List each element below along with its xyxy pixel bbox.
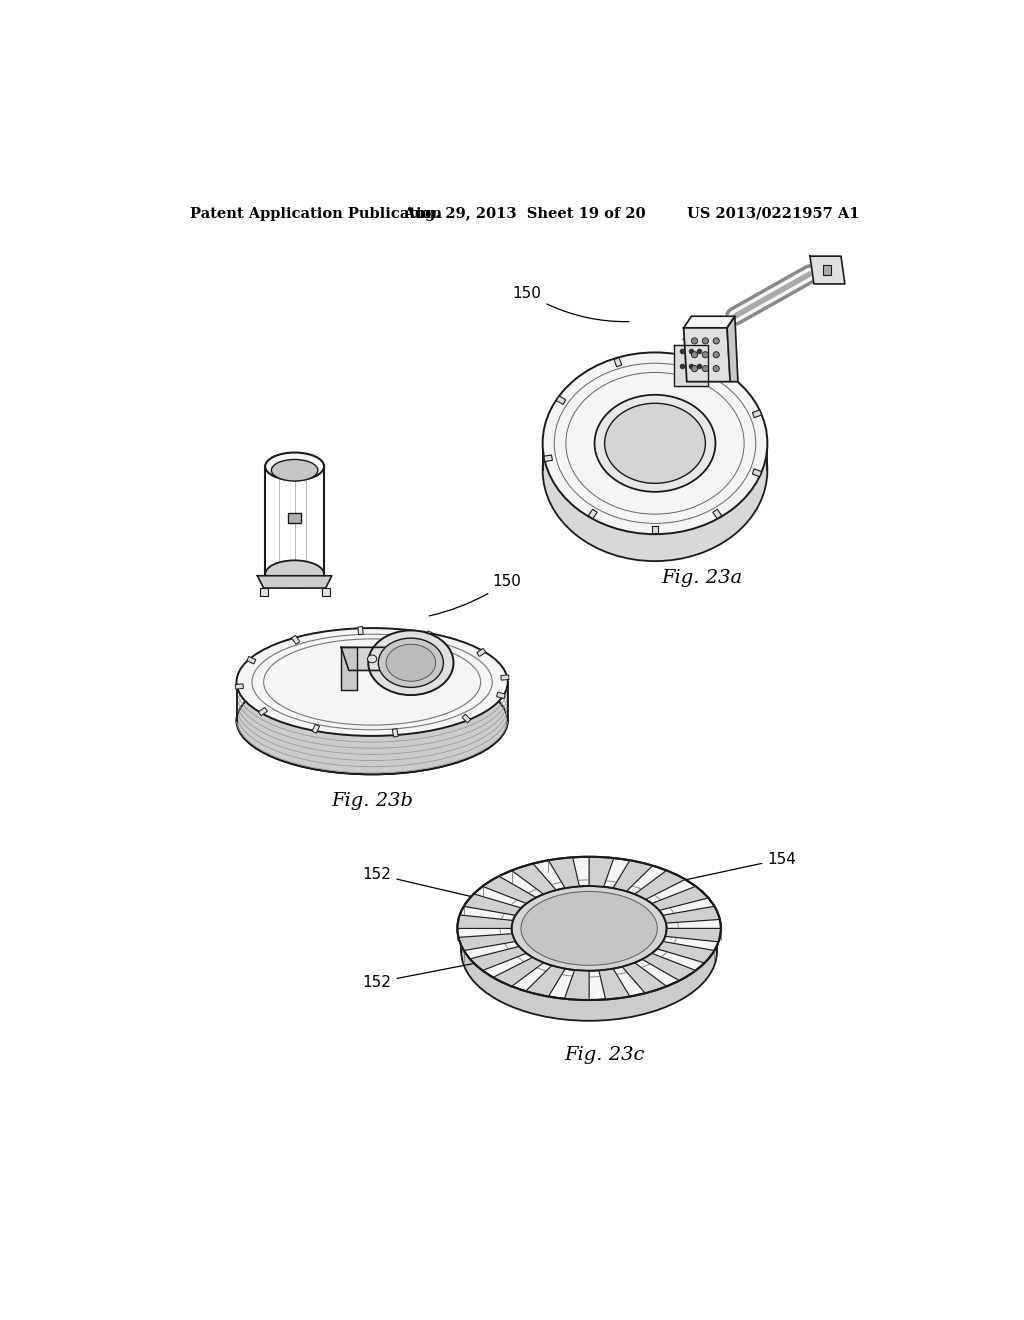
Polygon shape [657,941,715,962]
Bar [258,708,267,715]
Bar [289,512,301,523]
Bar [823,265,830,275]
Bar [753,469,762,477]
Bar [556,396,565,404]
Bar [392,729,398,737]
Polygon shape [341,647,356,689]
Polygon shape [675,345,708,385]
Ellipse shape [702,366,709,372]
Polygon shape [635,870,685,899]
Ellipse shape [595,422,716,519]
Polygon shape [494,957,544,986]
Bar [705,364,714,374]
Ellipse shape [543,352,767,535]
Bar [544,455,552,462]
Polygon shape [589,857,613,887]
Polygon shape [652,886,709,911]
Polygon shape [599,969,630,999]
Ellipse shape [461,882,717,1020]
Polygon shape [623,962,667,993]
Ellipse shape [265,560,324,589]
Text: Patent Application Publication: Patent Application Publication [190,207,442,220]
Text: 152: 152 [362,958,501,990]
Polygon shape [810,256,845,284]
Text: US 2013/0221957 A1: US 2013/0221957 A1 [687,207,859,220]
Bar [236,684,244,689]
Bar [462,714,471,723]
Bar [589,510,597,519]
Polygon shape [666,928,721,941]
Bar [292,635,300,644]
Text: Fig. 23b: Fig. 23b [331,792,413,810]
Ellipse shape [369,631,454,696]
Bar [260,589,267,595]
Polygon shape [642,953,695,981]
Text: 154: 154 [677,851,797,882]
Bar [501,675,509,680]
Polygon shape [470,946,526,970]
Polygon shape [464,894,521,915]
Ellipse shape [512,909,667,994]
Polygon shape [459,933,515,950]
Bar [322,589,330,595]
Bar [713,510,722,519]
Ellipse shape [691,351,697,358]
Polygon shape [341,647,442,671]
Ellipse shape [458,857,721,1001]
Bar [357,627,364,635]
Text: Fig. 23a: Fig. 23a [660,569,742,587]
Text: 152: 152 [362,867,489,900]
Polygon shape [564,970,589,1001]
Ellipse shape [368,655,377,663]
Ellipse shape [713,366,719,372]
Polygon shape [458,915,513,928]
Polygon shape [482,876,537,903]
Bar [497,692,505,698]
Polygon shape [525,965,565,997]
Polygon shape [727,317,738,381]
Ellipse shape [512,886,667,970]
Ellipse shape [713,338,719,345]
Polygon shape [684,327,730,381]
Text: Fig. 23c: Fig. 23c [564,1047,645,1064]
Polygon shape [512,863,556,894]
Ellipse shape [595,395,716,492]
Ellipse shape [702,338,709,345]
Ellipse shape [604,404,706,483]
Polygon shape [663,907,720,923]
Text: Aug. 29, 2013  Sheet 19 of 20: Aug. 29, 2013 Sheet 19 of 20 [403,207,646,220]
Ellipse shape [237,667,508,775]
Ellipse shape [713,351,719,358]
Ellipse shape [386,644,435,681]
Bar [247,656,256,664]
Ellipse shape [702,351,709,358]
Polygon shape [613,861,652,891]
Polygon shape [257,576,332,589]
Ellipse shape [237,628,508,737]
Polygon shape [549,858,580,888]
Polygon shape [684,317,735,327]
Bar [652,525,657,533]
Bar [753,411,762,417]
Bar [425,631,432,640]
Text: 150: 150 [429,574,521,616]
Ellipse shape [543,379,767,561]
Ellipse shape [271,459,317,480]
Ellipse shape [378,638,443,688]
Ellipse shape [265,453,324,480]
Ellipse shape [691,366,697,372]
Text: 150: 150 [513,285,629,322]
Bar [477,648,485,656]
Bar [312,725,319,733]
Bar [614,358,622,367]
Ellipse shape [521,891,657,965]
Ellipse shape [691,338,697,345]
